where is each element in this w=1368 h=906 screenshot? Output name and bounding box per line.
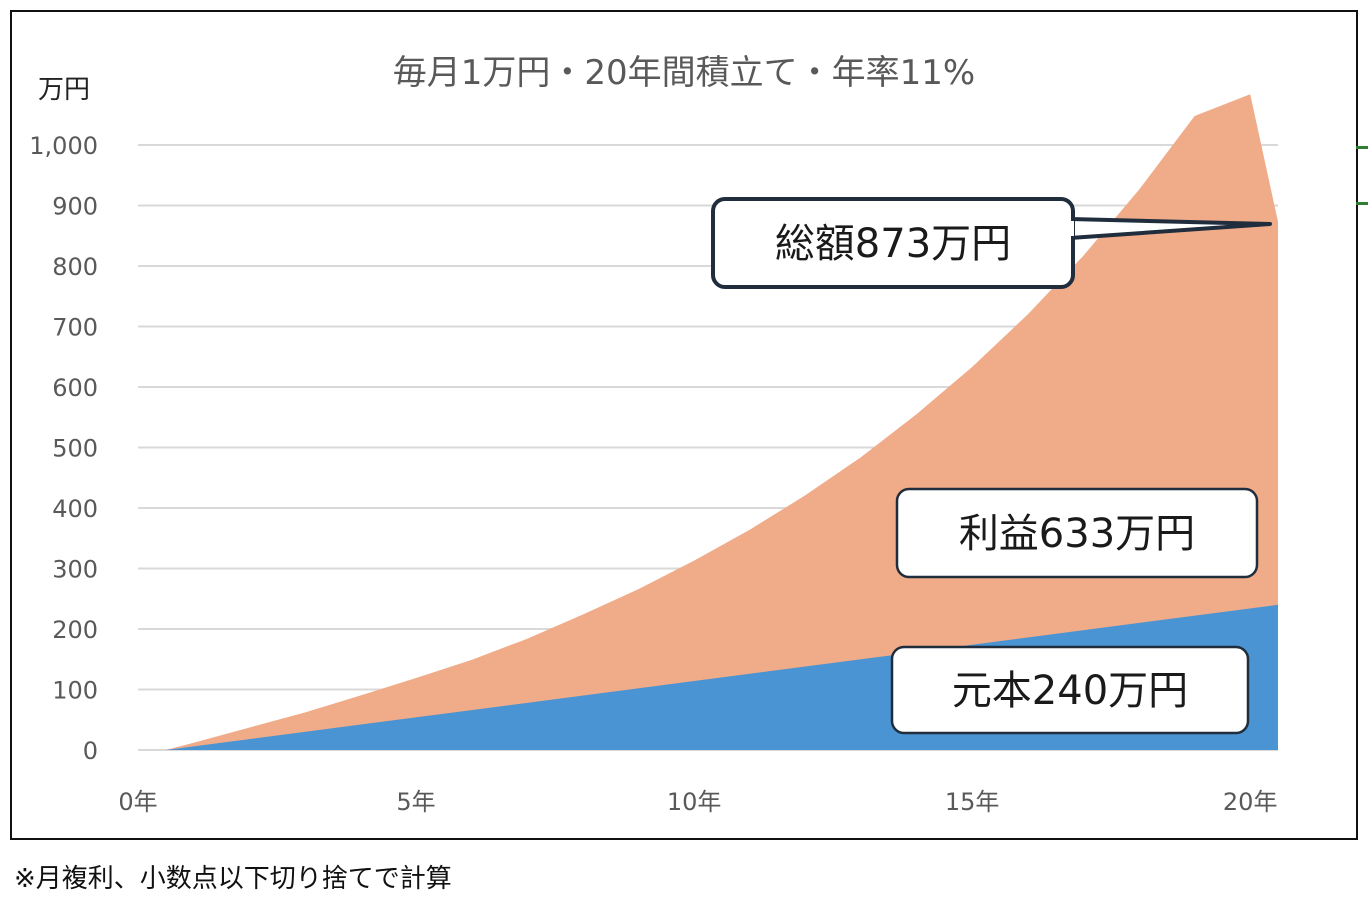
callout-box [890, 645, 1250, 735]
chart-title: 毎月1万円・20年間積立て・年率11% [393, 53, 975, 93]
y-tick-label: 500 [52, 435, 98, 463]
y-tick-label: 0 [83, 737, 98, 765]
y-tick-label: 800 [52, 253, 98, 281]
x-tick-labels: 0年 5年 10年 15年 20年 [118, 788, 1277, 816]
y-tick-label: 1,000 [29, 132, 98, 160]
callout-pointer [1069, 217, 1272, 240]
y-tick-label: 600 [52, 374, 98, 402]
callout-seam [1064, 221, 1074, 236]
x-tick-label: 10年 [667, 788, 722, 816]
y-tick-label: 400 [52, 495, 98, 523]
x-tick-label: 15年 [945, 788, 1000, 816]
profit-area [165, 94, 1278, 750]
y-tick-label: 100 [52, 677, 98, 705]
callout-principal: 元本240万円 [890, 645, 1250, 735]
callout-box [711, 197, 1075, 289]
callout-label: 利益633万円 [959, 511, 1195, 557]
y-tick-labels: 0 100 200 300 400 500 600 700 800 900 1,000 [29, 132, 98, 765]
y-tick-label: 200 [52, 616, 98, 644]
chart-frame: 毎月1万円・20年間積立て・年率11% 万円 0 100 200 300 400 500 6… [10, 10, 1358, 840]
edge-mark-bottom [1356, 202, 1368, 205]
edge-mark-top [1356, 146, 1368, 149]
y-tick-label: 700 [52, 314, 98, 342]
y-tick-label: 900 [52, 193, 98, 221]
callout-profit: 利益633万円 [895, 487, 1259, 579]
chart-svg: 毎月1万円・20年間積立て・年率11% 万円 0 100 200 300 400 500 6… [29, 53, 1278, 816]
callout-label: 総額873万円 [775, 221, 1011, 267]
callout-label: 元本240万円 [952, 668, 1188, 714]
x-tick-label: 20年 [1223, 788, 1278, 816]
callout-box [895, 487, 1259, 579]
footnote: ※月複利、小数点以下切り捨てで計算 [14, 864, 452, 894]
grid-lines [138, 144, 1278, 751]
x-tick-label: 0年 [118, 788, 157, 816]
y-tick-label: 300 [52, 556, 98, 584]
callout-total: 総額873万円 [711, 197, 1075, 289]
x-tick-label: 5年 [396, 788, 435, 816]
y-axis-unit: 万円 [38, 75, 90, 105]
